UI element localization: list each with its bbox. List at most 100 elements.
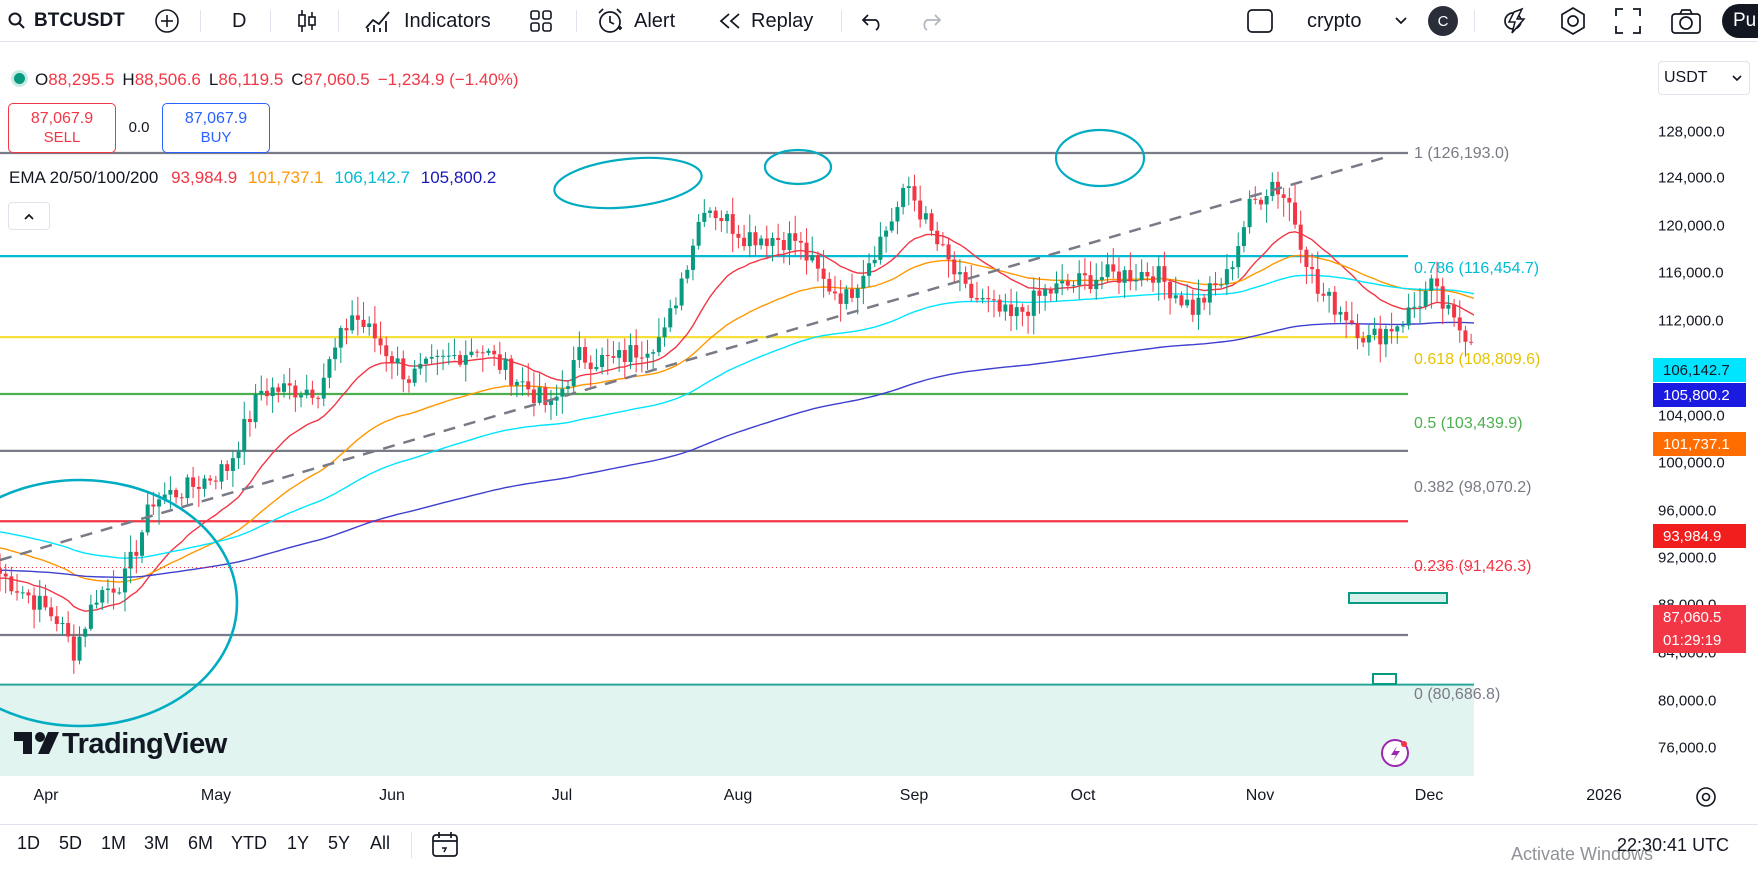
- templates-button[interactable]: [529, 0, 553, 42]
- collapse-legend-button[interactable]: [8, 202, 50, 230]
- spread-value: 0.0: [128, 119, 150, 136]
- candle-body: [946, 244, 951, 260]
- candle-body: [1202, 297, 1207, 303]
- candle-body: [810, 255, 815, 261]
- symbol-search[interactable]: BTCUSDT: [8, 0, 125, 42]
- candle-body: [1327, 291, 1332, 296]
- layout-name-button[interactable]: crypto: [1307, 0, 1361, 42]
- candle-body: [781, 240, 786, 251]
- candle-body: [617, 350, 622, 358]
- candle-body: [554, 396, 559, 401]
- candle-body: [1014, 307, 1019, 317]
- candle-body: [242, 418, 247, 452]
- candle-body: [514, 381, 519, 386]
- ema50-line: [0, 254, 1474, 583]
- axis-settings-button[interactable]: [1694, 785, 1718, 814]
- candle-body: [1094, 279, 1099, 290]
- tv-logo-icon: [12, 730, 62, 764]
- range-1y[interactable]: 1Y: [287, 833, 310, 853]
- candle-body: [1099, 277, 1104, 280]
- ema-legend[interactable]: EMA 20/50/100/200 93,984.9 101,737.1 106…: [9, 168, 496, 188]
- candle-body: [1230, 267, 1235, 270]
- candle-body: [1043, 289, 1048, 296]
- candle-body: [855, 288, 860, 298]
- time-tick: Jul: [551, 787, 573, 804]
- range-3m[interactable]: 3M: [144, 833, 170, 853]
- currency-select[interactable]: USDT: [1658, 61, 1750, 95]
- candle-body: [1236, 246, 1241, 268]
- bottom-toolbar: [0, 824, 1758, 871]
- chart-pane[interactable]: [0, 43, 1474, 776]
- ohlc-legend: O88,295.5 H88,506.6 L86,119.5 C87,060.5 −1,2…: [10, 70, 519, 90]
- undo-button[interactable]: [861, 0, 885, 42]
- candle-body: [679, 278, 684, 306]
- sell-button[interactable]: 87,067.9 SELL: [8, 103, 116, 153]
- indicators-icon: [364, 8, 392, 34]
- candle-body: [441, 355, 446, 357]
- candle-body: [1037, 290, 1042, 296]
- utc-clock[interactable]: 22:30:41 UTC: [1617, 835, 1730, 855]
- layout-checkbox[interactable]: [1246, 0, 1274, 42]
- candle-body: [713, 210, 718, 219]
- symbol-name: BTCUSDT: [34, 10, 125, 31]
- candle-body: [446, 355, 451, 357]
- candle-body: [861, 275, 866, 289]
- candle-body: [327, 359, 332, 378]
- gear-icon: [1558, 6, 1588, 36]
- candle-body: [463, 355, 468, 365]
- alert-button[interactable]: Alert: [596, 0, 675, 42]
- candle-body: [475, 351, 480, 353]
- redo-button[interactable]: [918, 0, 942, 42]
- high-value: 88,506.6: [134, 70, 201, 89]
- candle-body: [202, 478, 207, 489]
- candle-body: [122, 568, 127, 593]
- candle-body: [15, 591, 20, 593]
- candle-body: [622, 350, 627, 362]
- candle-body: [656, 337, 661, 353]
- go-to-date-button[interactable]: [430, 829, 460, 864]
- range-all[interactable]: All: [370, 833, 391, 853]
- chart-type-button[interactable]: [296, 0, 318, 42]
- price-tick: 120,000.0: [1658, 217, 1725, 235]
- settings-button[interactable]: [1558, 0, 1588, 42]
- avatar: C: [1428, 6, 1458, 36]
- ema-title: EMA 20/50/100/200: [9, 168, 159, 187]
- quick-search-button[interactable]: [1500, 0, 1530, 42]
- candle-body: [1395, 326, 1400, 332]
- candle-body: [1179, 295, 1184, 306]
- range-1m[interactable]: 1M: [101, 833, 127, 853]
- range-1d[interactable]: 1D: [17, 833, 41, 853]
- range-5y[interactable]: 5Y: [328, 833, 351, 853]
- candle-body: [1173, 295, 1178, 299]
- candle-body: [1060, 280, 1065, 284]
- low-label: L: [208, 70, 219, 89]
- candle-body: [884, 230, 889, 237]
- range-6m[interactable]: 6M: [188, 833, 214, 853]
- time-tick: Sep: [899, 787, 929, 804]
- candle-body: [918, 200, 923, 220]
- range-ytd[interactable]: YTD: [231, 833, 267, 853]
- candle-body: [1065, 280, 1070, 286]
- indicators-button[interactable]: Indicators: [364, 0, 491, 42]
- price-chart[interactable]: [0, 43, 1474, 776]
- candle-body: [162, 494, 167, 500]
- buy-button[interactable]: 87,067.9 BUY: [162, 103, 270, 153]
- last-price: 87,060.5: [1663, 609, 1722, 626]
- candle-body: [316, 397, 321, 399]
- candle-body: [793, 233, 798, 241]
- price-tick: 80,000.0: [1658, 692, 1717, 710]
- candle-body: [43, 595, 48, 608]
- candle-body: [492, 350, 497, 355]
- fullscreen-button[interactable]: [1614, 0, 1642, 42]
- interval-button[interactable]: D: [232, 0, 246, 42]
- ema100-price-label: 106,142.7: [1653, 358, 1746, 382]
- publish-button[interactable]: Pu: [1722, 4, 1758, 38]
- layout-menu-button[interactable]: [1394, 0, 1408, 42]
- range-5d[interactable]: 5D: [59, 833, 83, 853]
- replay-button[interactable]: Replay: [717, 0, 813, 42]
- account-button[interactable]: C: [1428, 0, 1458, 42]
- snapshot-button[interactable]: [1670, 0, 1702, 42]
- candle-body: [832, 291, 837, 294]
- candle-body: [912, 186, 917, 201]
- compare-symbol-button[interactable]: [154, 0, 180, 42]
